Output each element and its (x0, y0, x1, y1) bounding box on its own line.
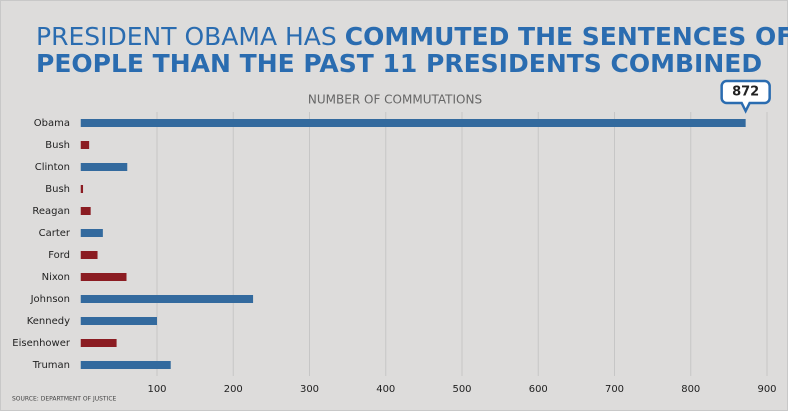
bar (80, 295, 254, 303)
bar (80, 339, 117, 347)
bar (80, 185, 84, 193)
source: SOURCE: DEPARTMENT OF JUSTICE (12, 396, 117, 403)
bar (80, 251, 98, 259)
y-tick-label: Ford (48, 250, 70, 261)
y-tick-label: Eisenhower (12, 338, 71, 349)
bar (80, 141, 90, 149)
bar (80, 163, 128, 171)
x-tick-label: 200 (224, 384, 243, 395)
bar (80, 317, 157, 325)
data-label: 872 (732, 85, 759, 100)
x-tick-label: 500 (452, 384, 471, 395)
title-plain: PRESIDENT OBAMA HAS (36, 22, 337, 51)
callout-box (720, 79, 771, 114)
x-tick-label: 700 (605, 384, 624, 395)
y-tick-label: Kennedy (27, 316, 70, 327)
y-tick-label: Reagan (32, 206, 70, 217)
y-tick-label: Bush (45, 140, 70, 151)
y-tick-label: Carter (39, 228, 71, 239)
x-tick-label: 100 (147, 384, 166, 395)
y-tick-label: Truman (32, 360, 70, 371)
bar (80, 361, 171, 369)
bar (80, 119, 746, 127)
y-tick-label: Nixon (42, 272, 70, 283)
chart-title: PRESIDENT OBAMA HAS COMMUTED THE SENTENCE… (36, 22, 788, 51)
x-tick-label: 300 (300, 384, 319, 395)
title-bold: COMMUTED THE SENTENCES OF MORE (345, 22, 788, 51)
x-tick-label: 900 (757, 384, 776, 395)
bar (80, 273, 127, 281)
chart-title-line2: PEOPLE THAN THE PAST 11 PRESIDENTS COMBI… (36, 49, 762, 78)
x-tick-label: 800 (681, 384, 700, 395)
bar (80, 229, 103, 237)
y-tick-label: Obama (34, 118, 70, 129)
axis-label: NUMBER OF COMMUTATIONS (308, 93, 482, 107)
x-tick-label: 400 (376, 384, 395, 395)
y-tick-label: Clinton (35, 162, 70, 173)
x-tick-label: 600 (529, 384, 548, 395)
bar (80, 207, 91, 215)
y-tick-label: Johnson (30, 294, 70, 305)
y-tick-label: Bush (45, 184, 70, 195)
